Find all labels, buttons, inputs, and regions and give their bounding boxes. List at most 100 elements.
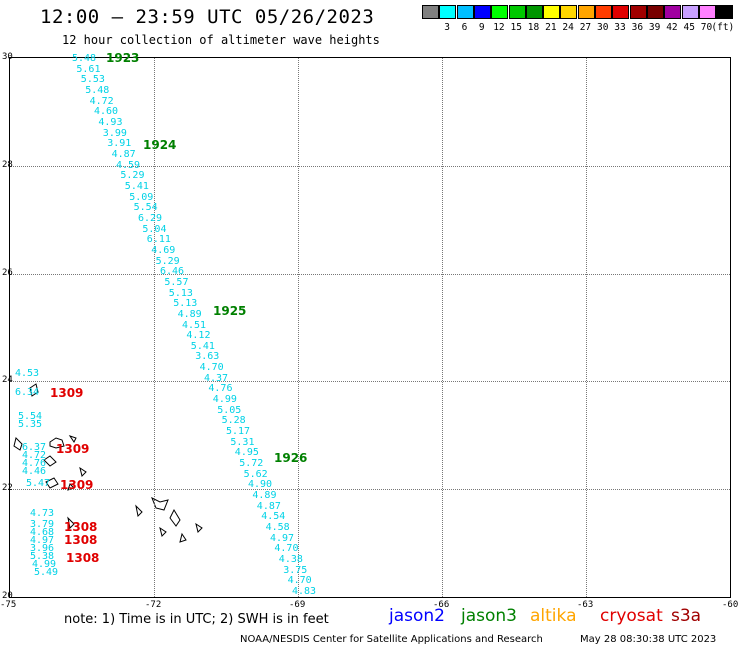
island-outline [67,516,75,530]
wave-height-value: 5.72 [239,458,264,470]
legend-label: 24 [562,22,574,33]
coastline-svg [13,383,203,543]
wave-height-value: 5.53 [80,74,105,86]
legend-label: 12 [493,22,505,33]
legend-label: 18 [527,22,540,33]
wave-height-value: 5.31 [230,436,255,448]
wave-height-value: 5.05 [217,404,242,416]
wave-height-value: 4.95 [234,447,259,459]
island-outline [135,504,143,518]
grid-line-lon [154,58,155,597]
map-subtitle: 12 hour collection of altimeter wave hei… [62,33,380,47]
map-title: 12:00 — 23:59 UTC 05/26/2023 [40,6,375,28]
legend-swatch [577,5,595,19]
legend-swatch [543,5,561,19]
island-outline [49,437,65,449]
wave-height-value: 5.41 [190,340,215,352]
grid-line-lon [442,58,443,597]
wave-height-value: 4.99 [212,394,237,406]
legend-swatch [629,5,647,19]
legend-swatch [716,5,734,19]
lon-label: -60 [722,600,739,610]
satellite-label: altika [530,606,577,626]
island-outline [151,496,169,511]
legend-swatch [595,5,612,19]
note-text: note: 1) Time is in UTC; 2) SWH is in fe… [64,612,329,627]
wave-height-value: 4.72 [22,450,47,461]
legend-swatch [612,5,630,19]
satellite-label: s3a [671,606,702,626]
lon-label: -75 [0,600,17,610]
wave-height-value: 5.13 [168,287,193,299]
satellite-label: cryosat [600,606,663,626]
wave-height-value: 4.87 [111,148,136,160]
legend-unit: (ft) [711,22,735,33]
lat-label: 22 [2,483,13,494]
wave-height-value: 4.99 [32,559,57,570]
lat-label: 30 [2,52,13,62]
lat-label: 24 [2,375,13,386]
wave-height-value: 5.41 [124,180,149,192]
legend-swatch [664,5,682,19]
lat-label: 20 [2,591,13,601]
wave-height-value: 5.09 [129,191,154,203]
legend-label: 30 [597,22,609,33]
wave-height-value: 4.76 [22,458,47,469]
wave-height-value: 4.12 [186,330,211,342]
legend-swatch [508,5,526,19]
legend-label: 3 [444,22,451,33]
island-outline [67,483,75,491]
wave-height-value: 3.99 [102,127,127,139]
island-outline [29,383,39,397]
time-tag: 1308 [64,520,98,534]
wave-height-value: 6.34 [15,387,40,398]
wave-height-value: 4.83 [292,586,317,597]
time-tag: 1924 [143,138,177,152]
legend-swatch [525,5,543,19]
legend-label: 27 [579,22,592,33]
wave-height-value: 4.54 [261,511,286,523]
wave-height-value: 5.35 [18,419,43,430]
wave-height-value: 4.38 [278,554,303,566]
island-outline [169,508,181,527]
footer-timestamp: May 28 08:30:38 UTC 2023 [580,634,717,645]
wave-height-value: 5.38 [30,551,55,562]
wave-height-value: 5.61 [76,63,101,75]
wave-height-value: 4.70 [274,543,299,555]
wave-height-value: 6.46 [160,266,185,278]
legend-label: 36 [631,22,644,33]
wave-height-value: 4.69 [151,244,176,256]
wave-height-value: 6.11 [146,234,171,246]
wave-height-value: 5.48 [85,84,110,96]
time-tag: 1308 [66,551,100,565]
wave-height-value: 6.29 [138,212,163,224]
legend-label: 45 [683,22,695,33]
wave-height-value: 4.89 [252,490,277,502]
wave-height-value: 4.68 [30,527,55,538]
wave-height-value: 5.04 [142,223,167,235]
wave-height-value: 5.57 [164,276,189,288]
legend-label: 9 [478,22,485,33]
island-outline [68,435,77,443]
time-tag: 1926 [274,451,308,465]
grid-line-lat [10,381,730,383]
wave-height-value: 4.73 [30,508,55,519]
legend-swatch [473,5,491,19]
legend-label: 6 [461,22,468,33]
legend-swatch [439,5,457,19]
time-tag: 1925 [213,304,247,318]
wave-height-value: 4.90 [248,479,273,491]
satellite-label: jason2 [389,606,445,626]
island-outline [79,466,87,477]
wave-height-value: 5.49 [34,567,59,578]
wave-height-value: 4.59 [116,159,141,171]
legend-label: 15 [510,22,522,33]
map-area [9,57,731,598]
lon-label: -66 [433,600,450,610]
footer-credit: NOAA/NESDIS Center for Satellite Applica… [240,634,543,645]
grid-line-lat [10,165,730,167]
wave-height-value: 3.63 [195,351,220,363]
island-outline [43,455,57,467]
legend-label: 33 [614,22,626,33]
island-outline [195,522,203,533]
